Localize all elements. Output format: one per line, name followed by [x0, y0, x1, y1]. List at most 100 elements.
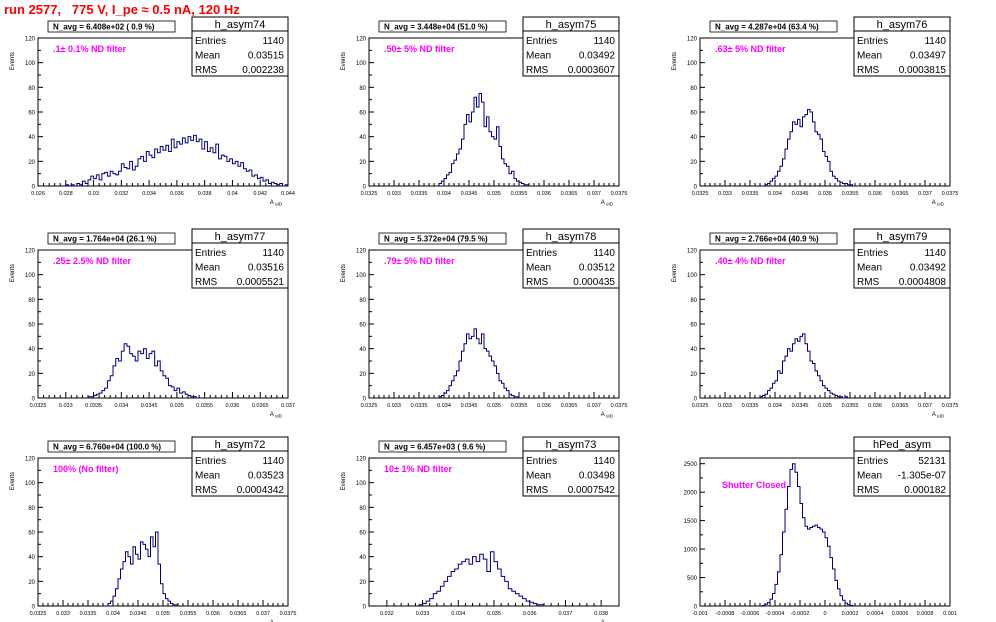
histogram-series — [764, 109, 855, 187]
y-tick-label: 0 — [32, 397, 36, 403]
x-tick-label: 0.028 — [59, 191, 73, 197]
stats-box-title: h_asym77 — [215, 231, 266, 243]
filter-note: 10± 1% ND filter — [384, 464, 452, 474]
y-tick-label: 60 — [28, 531, 35, 537]
x-tick-label: 0.0345 — [792, 191, 809, 197]
stats-label: RMS — [526, 277, 549, 288]
y-tick-label: 80 — [690, 86, 697, 92]
x-tick-label: 0.0335 — [80, 611, 97, 617]
y-tick-label: 2500 — [684, 462, 698, 468]
stats-label: RMS — [195, 65, 218, 76]
y-tick-label: 60 — [690, 111, 697, 117]
x-tick-label: 0.0365 — [892, 191, 909, 197]
x-tick-label: 0.034 — [437, 403, 451, 409]
histogram-series — [762, 463, 853, 606]
x-tick-label: 0.035 — [487, 191, 501, 197]
x-tick-label: 0.037 — [587, 191, 601, 197]
filter-note: .50± 5% ND filter — [384, 44, 455, 54]
stats-value: 0.03492 — [579, 51, 616, 62]
x-tick-label: 0.0375 — [942, 191, 959, 197]
x-tick-label: 0.033 — [718, 403, 732, 409]
stats-value: 0.0005521 — [237, 277, 285, 288]
x-tick-label: 0.0355 — [180, 611, 197, 617]
x-tick-label: 0.0345 — [130, 611, 147, 617]
x-axis-label: A uID — [932, 200, 945, 207]
y-tick-label: 80 — [28, 506, 35, 512]
y-axis-label: Events — [672, 264, 678, 282]
navg-label: N_avg = 2.766e+04 (40.9 %) — [715, 235, 819, 244]
histogram-panel: 0 20 40 60 80 100 120 0.0325 0.033 0.0335 0.034 0.0… — [672, 228, 959, 419]
stats-box-title: hPed_asym — [873, 439, 931, 451]
x-tick-label: 0.0365 — [892, 403, 909, 409]
y-tick-label: 20 — [28, 160, 35, 166]
x-tick-label: 0.033 — [387, 191, 401, 197]
x-axis-label-subscript: uID — [936, 414, 945, 419]
x-tick-label: 0.035 — [487, 611, 501, 617]
y-tick-label: 100 — [25, 61, 36, 67]
y-tick-label: 120 — [356, 249, 367, 255]
stats-label: RMS — [857, 65, 880, 76]
stats-label: Mean — [857, 51, 882, 62]
y-tick-label: 40 — [28, 555, 35, 561]
stats-label: Mean — [526, 263, 551, 274]
x-tick-label: 0.036 — [170, 191, 184, 197]
y-tick-label: 20 — [359, 372, 366, 378]
x-tick-label: 0.0008 — [917, 611, 934, 617]
stats-label: Mean — [195, 471, 220, 482]
stats-value: 1140 — [593, 456, 615, 467]
x-tick-label: 0.038 — [594, 611, 608, 617]
navg-label: N_avg = 6.408e+02 ( 0.9 %) — [53, 23, 155, 32]
y-tick-label: 80 — [28, 298, 35, 304]
y-tick-label: 0 — [363, 605, 367, 611]
x-tick-label: 0.0355 — [842, 191, 859, 197]
y-tick-label: 100 — [356, 481, 367, 487]
filter-note: .79± 5% ND filter — [384, 256, 455, 266]
x-tick-label: 0.0004 — [867, 611, 884, 617]
x-tick-label: 0.0375 — [942, 403, 959, 409]
x-tick-label: 0.0006 — [892, 611, 909, 617]
y-tick-label: 40 — [690, 347, 697, 353]
stats-label: Entries — [857, 456, 888, 467]
navg-box — [47, 232, 176, 245]
x-tick-label: 0.0375 — [611, 191, 628, 197]
x-tick-label: 0.033 — [59, 403, 73, 409]
x-tick-label: 0.0325 — [361, 403, 378, 409]
y-tick-label: 120 — [356, 37, 367, 43]
histogram-series — [65, 134, 289, 187]
x-axis-label-subscript: uID — [605, 414, 614, 419]
stats-label: Entries — [195, 36, 226, 47]
x-tick-label: 0.034 — [106, 611, 120, 617]
histogram-panel: 0 20 40 60 80 100 120 0.0325 0.033 0.0335 0.034 0.0… — [341, 16, 628, 207]
stats-box-title: h_asym75 — [546, 19, 597, 31]
stats-label: Mean — [526, 51, 551, 62]
x-tick-label: 0.037 — [256, 611, 270, 617]
x-tick-label: 0.0355 — [511, 403, 528, 409]
stats-label: RMS — [526, 485, 549, 496]
y-tick-label: 500 — [687, 576, 698, 582]
y-tick-label: 0 — [363, 397, 367, 403]
x-tick-label: 0.0325 — [30, 403, 47, 409]
navg-label: N_avg = 4.287e+04 (63.4 %) — [715, 23, 819, 32]
y-tick-label: 80 — [28, 86, 35, 92]
x-tick-label: 0.0355 — [842, 403, 859, 409]
x-tick-label: 0.036 — [868, 403, 882, 409]
y-tick-label: 1000 — [684, 548, 698, 554]
x-tick-label: 0.034 — [451, 611, 465, 617]
x-tick-label: 0.0355 — [196, 403, 213, 409]
stats-label: Entries — [195, 248, 226, 259]
stats-box-title: h_asym72 — [215, 439, 266, 451]
y-tick-label: 100 — [356, 273, 367, 279]
x-tick-label: 0.033 — [387, 403, 401, 409]
stats-value: 0.03497 — [910, 51, 947, 62]
y-tick-label: 0 — [363, 185, 367, 191]
x-tick-label: 0.044 — [281, 191, 295, 197]
stats-box — [853, 436, 951, 497]
stats-label: Mean — [526, 471, 551, 482]
x-tick-label: 0.0355 — [511, 191, 528, 197]
x-tick-label: 0.036 — [226, 403, 240, 409]
x-tick-label: 0.036 — [537, 191, 551, 197]
stats-box — [853, 16, 951, 77]
x-axis-label: A uID — [270, 412, 283, 419]
x-tick-label: 0.0335 — [411, 403, 428, 409]
stats-label: RMS — [857, 277, 880, 288]
